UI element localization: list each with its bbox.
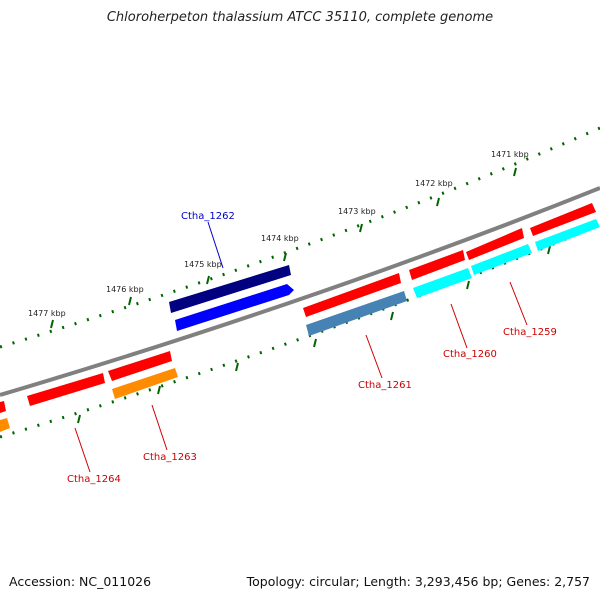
gene-label-ctha-1260[interactable]: Ctha_1260: [443, 349, 497, 360]
gene-ctha-1264[interactable]: [27, 373, 105, 406]
tick-label-1472: 1472 kbp: [415, 179, 453, 188]
gene-label-ctha-1263[interactable]: Ctha_1263: [143, 452, 197, 463]
outer-tick-ring: [0, 126, 600, 349]
tick-label-1474: 1474 kbp: [261, 234, 299, 243]
accession-text: Accession: NC_011026: [9, 574, 152, 589]
inner-major-ticks: [77, 245, 551, 424]
gene-ctha-1260[interactable]: [409, 250, 465, 280]
reverse-genes[interactable]: [0, 203, 596, 413]
cds-ctha-1262[interactable]: [175, 284, 294, 331]
gene-ctha-1259-b[interactable]: [530, 203, 596, 236]
outer-major-ticks: [50, 167, 517, 329]
gene-label-ctha-1264[interactable]: Ctha_1264: [67, 474, 121, 485]
gene-label-ctha-1262[interactable]: Ctha_1262: [181, 211, 235, 222]
tick-label-1476: 1476 kbp: [106, 285, 144, 294]
cds-ctha-1261[interactable]: [306, 291, 407, 336]
genome-summary-text: Topology: circular; Length: 3,293,456 bp…: [246, 574, 590, 589]
cds-ctha-1260[interactable]: [413, 268, 472, 298]
gene-ctha-1263[interactable]: [108, 351, 172, 381]
gene-ctha-1259-a[interactable]: [466, 228, 524, 260]
gene-ctha-1262[interactable]: [169, 265, 291, 313]
tick-label-1473: 1473 kbp: [338, 207, 376, 216]
cds-ctha-1259-b[interactable]: [535, 219, 600, 251]
gene-label-ctha-1259[interactable]: Ctha_1259: [503, 327, 557, 338]
genome-backbone: [0, 186, 600, 397]
cds-edge-left[interactable]: [0, 418, 10, 432]
gene-edge-left[interactable]: [0, 401, 6, 413]
tick-label-1475: 1475 kbp: [184, 260, 222, 269]
map-title: Chloroherpeton thalassium ATCC 35110, co…: [106, 10, 494, 25]
tick-label-1471: 1471 kbp: [491, 150, 529, 159]
label-leaders: [74, 221, 528, 473]
cds-ctha-1263[interactable]: [112, 368, 178, 399]
reverse-cds[interactable]: [0, 219, 600, 432]
gene-label-ctha-1261[interactable]: Ctha_1261: [358, 380, 412, 391]
gene-ctha-1261[interactable]: [303, 273, 401, 317]
tick-label-1477: 1477 kbp: [28, 309, 66, 318]
feature-ctha-1262[interactable]: [169, 265, 294, 331]
cds-ctha-1259-a[interactable]: [471, 244, 532, 275]
